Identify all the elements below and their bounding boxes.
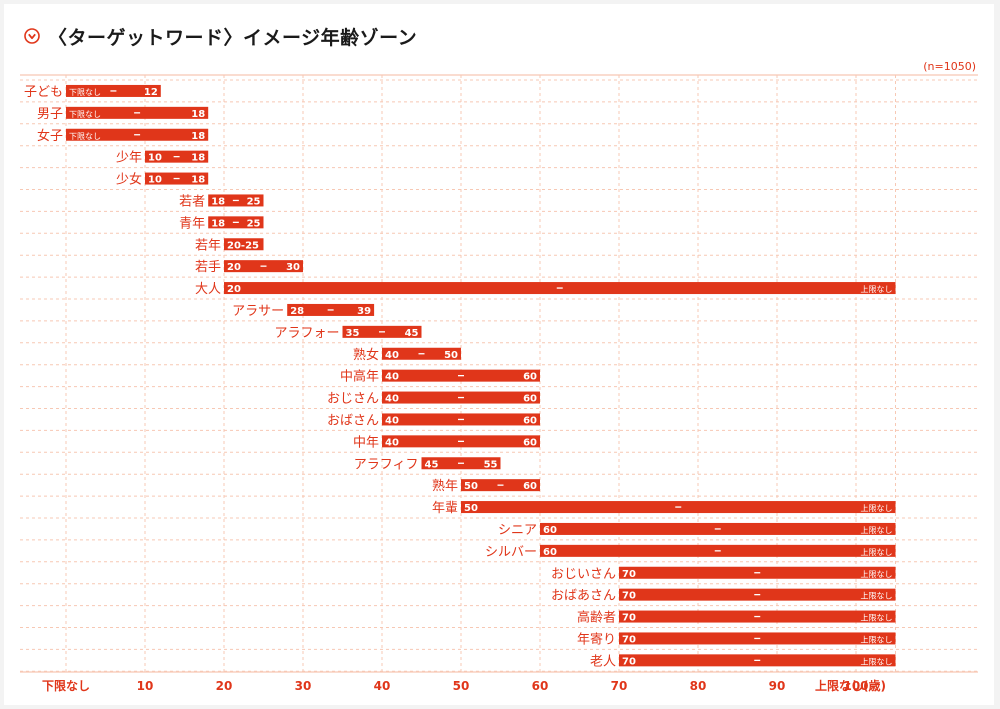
x-tick-label: 50 [453, 679, 470, 693]
row-label: 少年 [116, 151, 142, 166]
row-label: 青年 [179, 216, 205, 231]
row-label: アラフォー [274, 326, 339, 341]
row-label: おばあさん [551, 589, 616, 604]
row-label: おじいさん [551, 567, 616, 582]
bar-start-label: 70 [622, 591, 636, 602]
bar-end-label: 30 [286, 262, 300, 273]
bar-start-label: 下限なし [69, 110, 101, 119]
bar-end-label: 上限なし [861, 504, 893, 513]
bar-end-label: 18 [191, 131, 205, 142]
bar-end-label: 上限なし [861, 548, 893, 557]
bar-start-label: 40 [385, 437, 399, 448]
row-label: 若手 [195, 259, 221, 275]
x-tick-label: 上限なし(歳) [815, 678, 886, 693]
bar-end-label: 60 [523, 394, 537, 405]
row-label: 高齢者 [577, 610, 616, 626]
range-bar [224, 238, 264, 251]
row-label: 中高年 [340, 369, 379, 385]
x-tick-label: 10 [137, 679, 154, 693]
bar-start-label: 40 [385, 415, 399, 426]
bar-end-label: 上限なし [861, 570, 893, 579]
x-tick-label: 30 [295, 679, 312, 693]
bar-end-label: 60 [523, 481, 537, 492]
bar-end-label: 18 [191, 153, 205, 164]
x-tick-label: 80 [690, 679, 707, 693]
row-label: 若年 [195, 237, 221, 253]
row-label: 女子 [37, 128, 63, 144]
bar-start-label: 50 [464, 503, 478, 514]
bar-end-label: 25 [247, 196, 261, 207]
bar-start-label: 45 [425, 459, 439, 470]
x-tick-label: 60 [532, 679, 549, 693]
bar-end-label: 上限なし [861, 592, 893, 601]
bar-end-label: 60 [523, 372, 537, 383]
row-label: アラサー [232, 304, 284, 319]
row-label: 男子 [37, 107, 63, 122]
row-label: 年寄り [577, 631, 616, 647]
bar-end-label: 55 [484, 459, 498, 470]
bar-start-label: 18 [211, 218, 225, 229]
bar-start-label: 20 [227, 262, 241, 273]
bar-end-label: 上限なし [861, 526, 893, 535]
bar-start-label: 40 [385, 394, 399, 405]
row-label: おばさん [327, 413, 379, 428]
bar-end-label: 18 [191, 109, 205, 120]
row-label: 中年 [353, 435, 379, 450]
bar-end-label: 上限なし [861, 635, 893, 644]
bar-end-label: 45 [405, 328, 419, 339]
bar-start-label: 70 [622, 634, 636, 645]
x-tick-label: 100 [843, 679, 868, 693]
bar-start-label: 35 [346, 328, 360, 339]
bar-start-label: 70 [622, 613, 636, 624]
row-label: アラフィフ [354, 457, 419, 472]
bar-start-label: 28 [290, 306, 304, 317]
bar-start-label: 下限なし [69, 132, 101, 141]
bar-start-label: 70 [622, 569, 636, 580]
bar-end-label: 12 [144, 87, 158, 98]
x-tick-label: 下限なし [42, 678, 90, 693]
bar-start-label: 70 [622, 656, 636, 667]
sample-size-label: (n=1050) [923, 60, 976, 73]
bar-end-label: 上限なし [861, 657, 893, 666]
bar-end-label: 39 [357, 306, 371, 317]
bar-start-label: 40 [385, 372, 399, 383]
x-tick-label: 70 [611, 679, 628, 693]
bar-start-label: 18 [211, 196, 225, 207]
row-label: 老人 [590, 654, 616, 669]
row-label: 熟女 [353, 347, 379, 363]
bar-end-label: 50 [444, 350, 458, 361]
chart-title: 〈ターゲットワード〉イメージ年齢ゾーン [48, 26, 418, 49]
bar-start-label: 50 [464, 481, 478, 492]
bar-end-label: 60 [523, 415, 537, 426]
row-label: 少女 [116, 172, 142, 188]
bar-start-label: 40 [385, 350, 399, 361]
row-label: 大人 [195, 282, 221, 297]
bar-start-label: 20 [227, 284, 241, 295]
bar-start-label: 60 [543, 525, 557, 536]
x-tick-label: 90 [769, 679, 786, 693]
row-label: シニア [498, 523, 537, 538]
bar-end-label: 25 [247, 218, 261, 229]
x-tick-label: 20 [216, 679, 233, 693]
bar-start-label: 10 [148, 153, 162, 164]
bar-range-label: 20-25 [227, 240, 259, 251]
page-card: 〈ターゲットワード〉イメージ年齢ゾーン (n=1050) [4, 4, 994, 705]
bar-end-label: 上限なし [861, 285, 893, 294]
bar-end-label: 60 [523, 437, 537, 448]
chevron-down-circle-icon [24, 28, 40, 44]
x-tick-label: 40 [374, 679, 391, 693]
bar-start-label: 下限なし [69, 88, 101, 97]
title-row: 〈ターゲットワード〉イメージ年齢ゾーン [24, 22, 417, 50]
row-label: 年輩 [432, 501, 458, 516]
bar-start-label: 60 [543, 547, 557, 558]
row-label: 子ども [24, 85, 63, 100]
row-label: おじさん [327, 392, 379, 407]
bar-start-label: 10 [148, 175, 162, 186]
row-label: シルバー [485, 545, 537, 560]
bar-end-label: 18 [191, 175, 205, 186]
bar-end-label: 上限なし [861, 614, 893, 623]
row-label: 熟年 [432, 478, 458, 494]
row-label: 若者 [179, 193, 205, 209]
